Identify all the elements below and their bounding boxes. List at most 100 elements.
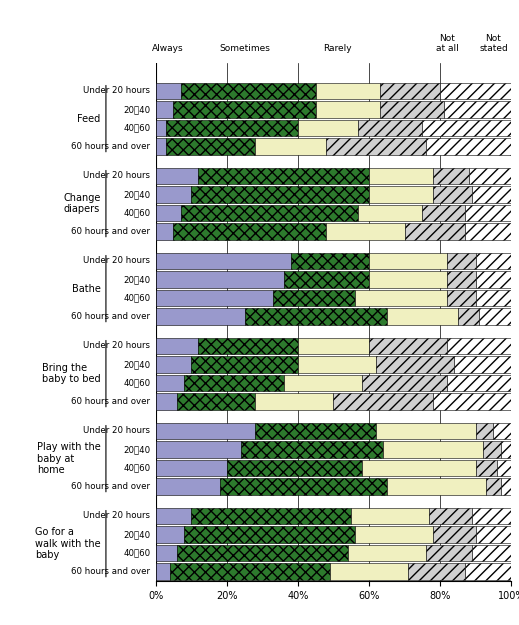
Text: 60 hours and over: 60 hours and over xyxy=(72,312,151,321)
Bar xyxy=(156,138,167,154)
Text: 20～40: 20～40 xyxy=(123,360,151,369)
Bar xyxy=(255,393,334,409)
Bar xyxy=(497,460,511,476)
Bar xyxy=(156,101,173,118)
Bar xyxy=(177,545,348,561)
Bar xyxy=(369,186,433,202)
Bar xyxy=(483,441,500,458)
Bar xyxy=(291,253,369,269)
Bar xyxy=(170,563,330,579)
Bar xyxy=(422,205,465,221)
Text: Sometimes: Sometimes xyxy=(219,44,270,53)
Bar xyxy=(429,508,472,524)
Bar xyxy=(284,375,362,391)
Text: 20～40: 20～40 xyxy=(123,275,151,284)
Bar xyxy=(369,253,447,269)
Bar xyxy=(241,441,383,458)
Bar xyxy=(408,563,465,579)
Text: 40～60: 40～60 xyxy=(123,293,151,302)
Bar xyxy=(447,290,475,306)
Bar xyxy=(355,526,433,542)
Text: 60 hours and over: 60 hours and over xyxy=(72,142,151,151)
Bar xyxy=(472,186,511,202)
Bar xyxy=(447,271,475,288)
Bar xyxy=(220,478,387,494)
Bar xyxy=(156,526,184,542)
Bar xyxy=(198,168,369,184)
Bar xyxy=(358,120,422,136)
Bar xyxy=(173,223,326,239)
Bar xyxy=(156,508,191,524)
Bar xyxy=(191,186,369,202)
Bar xyxy=(167,138,255,154)
Bar xyxy=(376,422,476,439)
Text: Under 20 hours: Under 20 hours xyxy=(84,511,151,521)
Bar xyxy=(273,290,355,306)
Bar xyxy=(486,478,500,494)
Bar xyxy=(284,271,369,288)
Bar xyxy=(476,290,511,306)
Bar xyxy=(383,441,483,458)
Bar xyxy=(298,356,376,372)
Bar xyxy=(316,82,380,99)
Bar xyxy=(369,338,447,354)
Bar xyxy=(369,168,433,184)
Bar xyxy=(433,393,511,409)
Bar xyxy=(191,508,351,524)
Bar xyxy=(362,460,476,476)
Bar xyxy=(156,205,181,221)
Bar xyxy=(422,120,511,136)
Bar xyxy=(476,460,497,476)
Bar xyxy=(181,205,358,221)
Bar xyxy=(244,308,387,324)
Text: Always: Always xyxy=(153,44,184,53)
Bar xyxy=(156,545,177,561)
Text: 60 hours and over: 60 hours and over xyxy=(72,482,151,491)
Bar xyxy=(387,478,486,494)
Bar xyxy=(472,545,511,561)
Text: Not
stated: Not stated xyxy=(479,34,508,53)
Bar xyxy=(440,82,511,99)
Text: 40～60: 40～60 xyxy=(123,463,151,472)
Bar xyxy=(433,526,476,542)
Bar xyxy=(433,168,469,184)
Bar xyxy=(387,308,458,324)
Bar xyxy=(173,101,316,118)
Bar xyxy=(191,356,298,372)
Bar xyxy=(458,308,479,324)
Bar xyxy=(476,253,511,269)
Text: 60 hours and over: 60 hours and over xyxy=(72,227,151,236)
Bar xyxy=(156,253,291,269)
Bar xyxy=(476,271,511,288)
Bar xyxy=(156,356,191,372)
Bar xyxy=(177,393,255,409)
Bar xyxy=(348,545,426,561)
Bar xyxy=(156,186,191,202)
Text: Under 20 hours: Under 20 hours xyxy=(84,171,151,181)
Bar xyxy=(156,422,255,439)
Text: 20～40: 20～40 xyxy=(123,530,151,539)
Bar xyxy=(454,356,511,372)
Text: Rarely: Rarely xyxy=(323,44,351,53)
Bar xyxy=(500,441,511,458)
Bar xyxy=(447,253,475,269)
Bar xyxy=(355,290,447,306)
Bar xyxy=(156,563,170,579)
Bar xyxy=(255,138,326,154)
Text: 20～40: 20～40 xyxy=(123,445,151,454)
Bar xyxy=(469,168,511,184)
Text: Play with the
baby at
home: Play with the baby at home xyxy=(37,442,101,475)
Bar xyxy=(405,223,465,239)
Bar xyxy=(465,223,511,239)
Text: Go for a
walk with the
baby: Go for a walk with the baby xyxy=(35,527,101,560)
Text: Under 20 hours: Under 20 hours xyxy=(84,426,151,436)
Text: 60 hours and over: 60 hours and over xyxy=(72,397,151,406)
Bar xyxy=(426,138,511,154)
Text: 40～60: 40～60 xyxy=(123,548,151,558)
Bar xyxy=(156,338,198,354)
Bar xyxy=(156,82,181,99)
Bar xyxy=(184,375,284,391)
Bar xyxy=(479,308,511,324)
Bar xyxy=(156,375,184,391)
Bar xyxy=(156,478,220,494)
